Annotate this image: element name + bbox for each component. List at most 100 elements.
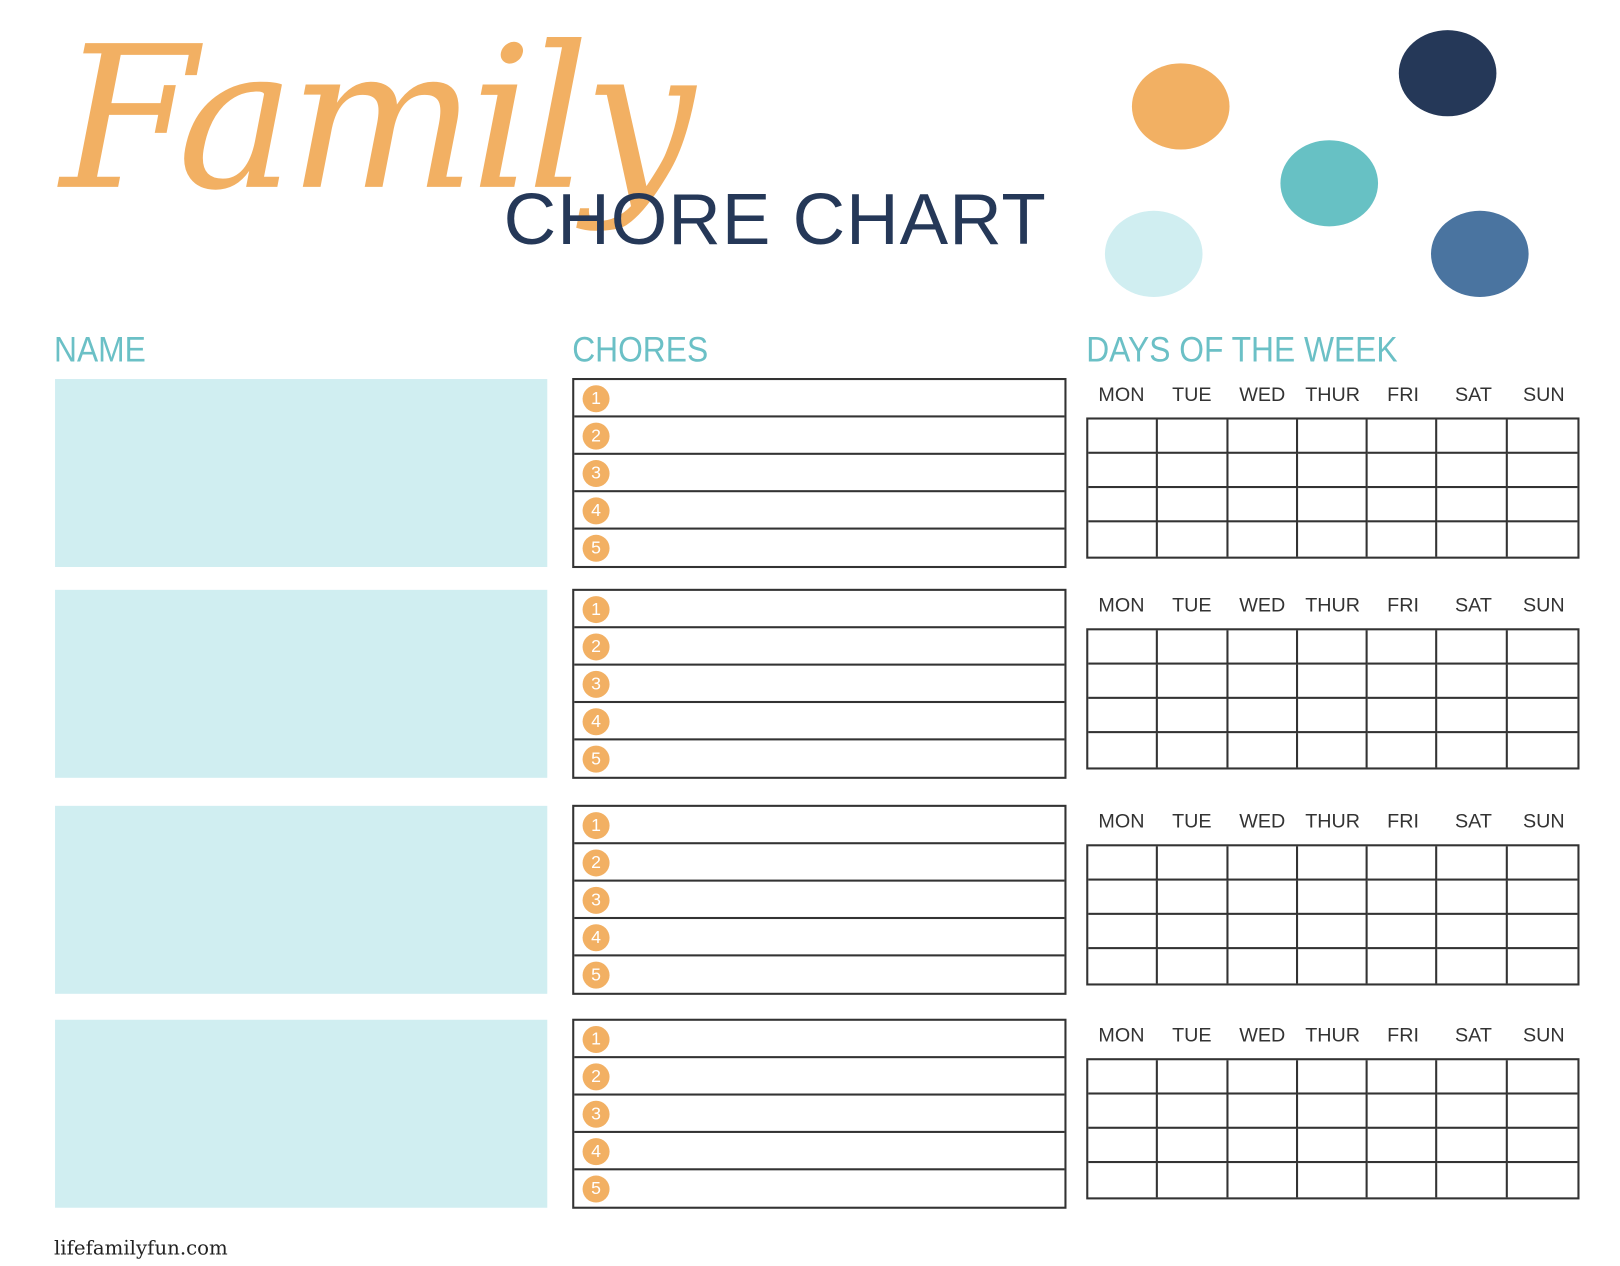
day-check-cell[interactable]	[1508, 733, 1578, 767]
day-check-cell[interactable]	[1088, 630, 1159, 665]
day-check-cell[interactable]	[1437, 846, 1508, 881]
day-check-cell[interactable]	[1367, 846, 1438, 881]
day-check-cell[interactable]	[1297, 1060, 1368, 1095]
day-check-cell[interactable]	[1297, 1094, 1368, 1129]
day-check-cell[interactable]	[1507, 881, 1578, 915]
day-check-cell[interactable]	[1367, 698, 1438, 734]
chore-row[interactable]: 2	[574, 417, 1065, 455]
day-check-cell[interactable]	[1437, 1128, 1508, 1164]
day-check-cell[interactable]	[1088, 1128, 1159, 1164]
day-check-cell[interactable]	[1297, 488, 1368, 523]
day-check-cell[interactable]	[1297, 846, 1368, 881]
day-check-cell[interactable]	[1367, 880, 1438, 915]
chore-row[interactable]: 1	[574, 1021, 1065, 1059]
day-check-cell[interactable]	[1088, 846, 1159, 881]
chore-row[interactable]: 5	[574, 956, 1064, 993]
day-check-cell[interactable]	[1088, 453, 1159, 489]
day-check-cell[interactable]	[1228, 488, 1298, 523]
name-field[interactable]	[55, 1019, 548, 1208]
day-check-cell[interactable]	[1507, 846, 1578, 881]
chore-row[interactable]: 5	[574, 740, 1064, 777]
day-check-cell[interactable]	[1088, 914, 1159, 950]
day-check-cell[interactable]	[1437, 453, 1508, 489]
day-check-cell[interactable]	[1158, 733, 1229, 768]
day-check-cell[interactable]	[1507, 915, 1578, 950]
chore-row[interactable]: 2	[574, 844, 1065, 882]
day-check-cell[interactable]	[1158, 1128, 1229, 1164]
chore-row[interactable]: 3	[574, 882, 1065, 920]
day-check-cell[interactable]	[1507, 1060, 1578, 1095]
day-check-cell[interactable]	[1508, 949, 1578, 983]
day-check-cell[interactable]	[1088, 1163, 1159, 1198]
day-check-cell[interactable]	[1158, 453, 1229, 489]
day-check-cell[interactable]	[1437, 488, 1508, 523]
day-check-cell[interactable]	[1088, 949, 1159, 984]
day-check-cell[interactable]	[1297, 630, 1368, 665]
day-check-cell[interactable]	[1438, 733, 1508, 768]
name-field[interactable]	[55, 805, 548, 994]
day-check-cell[interactable]	[1228, 630, 1298, 665]
day-check-cell[interactable]	[1437, 630, 1508, 665]
day-check-cell[interactable]	[1158, 488, 1229, 523]
day-check-cell[interactable]	[1437, 1094, 1508, 1129]
day-check-cell[interactable]	[1297, 1128, 1368, 1164]
day-check-cell[interactable]	[1228, 846, 1298, 881]
day-check-cell[interactable]	[1437, 419, 1508, 454]
day-check-cell[interactable]	[1507, 420, 1578, 454]
day-check-cell[interactable]	[1158, 1163, 1229, 1198]
day-check-cell[interactable]	[1297, 698, 1368, 734]
day-check-cell[interactable]	[1437, 664, 1508, 699]
day-check-cell[interactable]	[1228, 914, 1298, 950]
day-check-cell[interactable]	[1158, 664, 1229, 699]
day-check-cell[interactable]	[1158, 846, 1229, 881]
day-check-cell[interactable]	[1158, 880, 1229, 915]
day-check-cell[interactable]	[1228, 664, 1298, 699]
day-check-cell[interactable]	[1228, 880, 1298, 915]
day-check-cell[interactable]	[1437, 1060, 1508, 1095]
chore-row[interactable]: 1	[574, 380, 1065, 418]
day-check-cell[interactable]	[1297, 880, 1368, 915]
day-check-cell[interactable]	[1088, 880, 1159, 915]
day-check-cell[interactable]	[1437, 880, 1508, 915]
day-check-cell[interactable]	[1507, 699, 1578, 734]
day-check-cell[interactable]	[1088, 664, 1159, 699]
day-check-cell[interactable]	[1368, 1163, 1438, 1198]
chore-row[interactable]: 4	[574, 703, 1065, 741]
day-check-cell[interactable]	[1228, 733, 1298, 768]
day-check-cell[interactable]	[1298, 733, 1368, 768]
day-check-cell[interactable]	[1298, 1163, 1368, 1198]
day-check-cell[interactable]	[1088, 419, 1159, 454]
chore-row[interactable]: 1	[574, 807, 1065, 845]
day-check-cell[interactable]	[1088, 733, 1159, 768]
day-check-cell[interactable]	[1297, 914, 1368, 950]
day-check-cell[interactable]	[1507, 630, 1578, 665]
day-check-cell[interactable]	[1368, 522, 1438, 557]
day-check-cell[interactable]	[1158, 698, 1229, 734]
day-check-cell[interactable]	[1228, 453, 1298, 489]
chore-row[interactable]: 3	[574, 666, 1065, 704]
day-check-cell[interactable]	[1367, 1094, 1438, 1129]
day-check-cell[interactable]	[1367, 419, 1438, 454]
day-check-cell[interactable]	[1228, 419, 1298, 454]
day-check-cell[interactable]	[1088, 1060, 1159, 1095]
chore-row[interactable]: 5	[574, 1170, 1064, 1207]
day-check-cell[interactable]	[1297, 453, 1368, 489]
chore-row[interactable]: 4	[574, 919, 1065, 957]
name-field[interactable]	[55, 589, 548, 778]
day-check-cell[interactable]	[1088, 698, 1159, 734]
day-check-cell[interactable]	[1507, 488, 1578, 523]
day-check-cell[interactable]	[1367, 453, 1438, 489]
chore-row[interactable]: 5	[574, 530, 1064, 567]
chore-row[interactable]: 1	[574, 591, 1065, 629]
day-check-cell[interactable]	[1507, 1095, 1578, 1129]
day-check-cell[interactable]	[1438, 522, 1508, 557]
day-check-cell[interactable]	[1438, 949, 1508, 984]
day-check-cell[interactable]	[1368, 949, 1438, 984]
name-field[interactable]	[55, 379, 548, 567]
day-check-cell[interactable]	[1228, 949, 1298, 984]
day-check-cell[interactable]	[1088, 522, 1159, 557]
chore-row[interactable]: 4	[574, 492, 1065, 530]
day-check-cell[interactable]	[1508, 1163, 1578, 1197]
day-check-cell[interactable]	[1368, 733, 1438, 768]
day-check-cell[interactable]	[1158, 949, 1229, 984]
